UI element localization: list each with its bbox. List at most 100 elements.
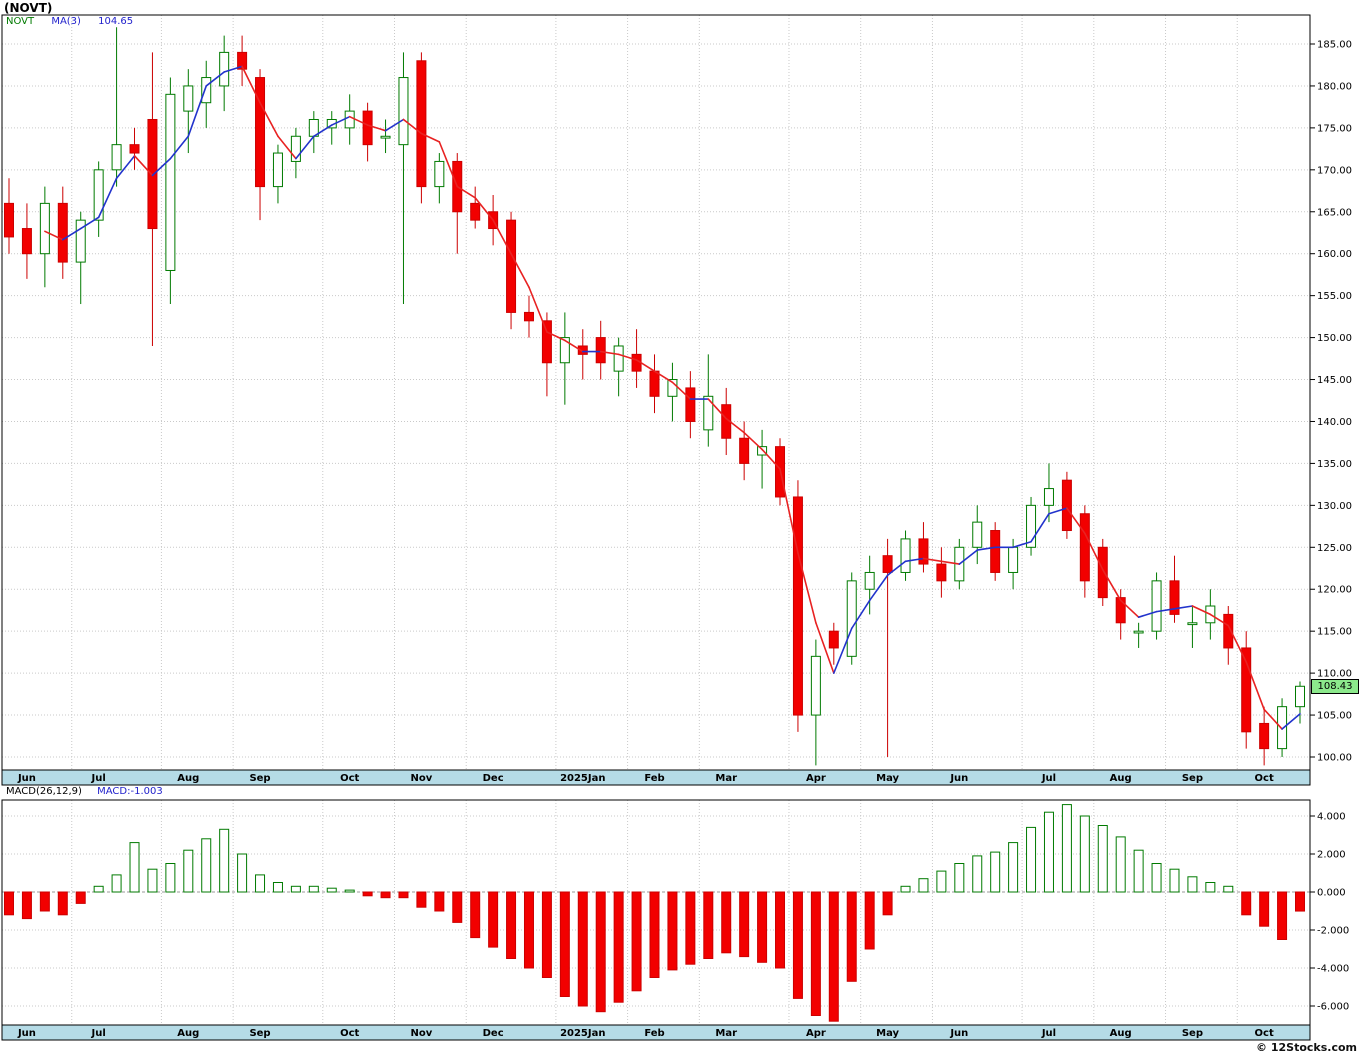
macd-bar — [506, 891, 517, 959]
symbol-label: NOVT — [6, 16, 35, 27]
candle — [918, 538, 929, 565]
candle — [470, 202, 481, 221]
candle — [613, 345, 624, 372]
macd-bar — [416, 891, 427, 908]
macd-bar — [380, 891, 391, 899]
candle — [416, 60, 427, 188]
macd-bar — [1205, 882, 1216, 893]
month-label: Aug — [177, 1028, 199, 1039]
macd-axis-label: 0.000 — [1317, 888, 1346, 899]
candle — [1259, 722, 1270, 750]
macd-bar — [1026, 826, 1037, 893]
price-axis-label: 185.00 — [1317, 40, 1352, 51]
price-axis-label: 180.00 — [1317, 81, 1352, 92]
macd-bar — [631, 891, 642, 992]
macd-bar — [1187, 876, 1198, 893]
macd-bar — [165, 863, 176, 893]
macd-bar — [685, 891, 696, 965]
candle — [1151, 580, 1162, 632]
price-axis-label: 110.00 — [1317, 669, 1352, 680]
candle — [255, 77, 266, 188]
candle — [1026, 504, 1037, 548]
price-axis-label: 135.00 — [1317, 459, 1352, 470]
price-axis-label: 165.00 — [1317, 207, 1352, 218]
month-label: Jul — [1041, 773, 1056, 784]
macd-bar — [990, 851, 1001, 893]
price-axis-label: 100.00 — [1317, 753, 1352, 764]
month-label: Feb — [644, 1028, 664, 1039]
macd-bar — [1169, 868, 1180, 893]
month-label: Jun — [17, 773, 36, 784]
macd-bar — [1151, 863, 1162, 893]
price-axis-label: 120.00 — [1317, 585, 1352, 596]
macd-bar — [272, 882, 283, 893]
candle — [1169, 580, 1180, 615]
candle — [864, 571, 875, 590]
candle — [577, 345, 588, 355]
macd-bar — [470, 891, 481, 939]
candle — [1223, 613, 1234, 649]
macd-bar — [739, 891, 750, 958]
candle — [165, 93, 176, 271]
macd-bar — [1097, 825, 1108, 893]
month-label: Sep — [1182, 773, 1203, 784]
price-axis-label: 140.00 — [1317, 417, 1352, 428]
candle — [434, 160, 445, 188]
month-label: May — [876, 1028, 899, 1039]
candle — [828, 630, 839, 649]
macd-bar — [129, 842, 140, 893]
candle — [344, 110, 355, 129]
candle — [272, 152, 283, 188]
macd-bar — [111, 874, 122, 893]
candle — [4, 202, 14, 238]
macd-bar — [308, 885, 319, 893]
ma-line — [44, 65, 1301, 730]
axis-labels: 185.00 180.00 175.00 170.00 165.00 160.00 155.… — [17, 40, 1352, 1040]
candle — [39, 202, 50, 255]
price-axis-label: 175.00 — [1317, 123, 1352, 134]
month-label: Apr — [806, 773, 826, 784]
macd-bar — [667, 891, 678, 971]
candle — [523, 311, 534, 322]
candle — [21, 228, 32, 255]
page-title: (NOVT) — [4, 1, 53, 15]
macd-bar — [93, 885, 104, 893]
month-label: Sep — [1182, 1028, 1203, 1039]
candle — [1115, 597, 1126, 624]
price-axis-label: 160.00 — [1317, 249, 1352, 260]
axis-bands — [1, 14, 1311, 1041]
candle — [1295, 685, 1305, 708]
price-axis-label: 130.00 — [1317, 501, 1352, 512]
macd-bar — [523, 891, 534, 969]
price-axis-label: 170.00 — [1317, 165, 1352, 176]
candle — [1277, 706, 1288, 750]
candle — [1097, 546, 1108, 599]
candle — [936, 563, 947, 582]
month-label: Nov — [411, 773, 433, 784]
month-label: Dec — [483, 773, 504, 784]
copyright: © 12Stocks.com — [1256, 1041, 1357, 1054]
candle — [219, 51, 230, 87]
macd-bar — [882, 891, 893, 916]
macd-bar — [344, 889, 355, 893]
macd-bar — [452, 891, 463, 923]
candle — [398, 77, 409, 146]
macd-bar — [1115, 836, 1126, 893]
macd-bar — [147, 868, 158, 893]
macd-bar — [57, 891, 68, 916]
candle — [1133, 630, 1144, 634]
candle — [362, 110, 373, 146]
macd-bar — [219, 828, 230, 893]
macd-legend: MACD(26,12,9) MACD:-1.003 — [6, 786, 175, 797]
macd-bar — [290, 885, 301, 893]
grid-lines — [2, 15, 1310, 1025]
month-label: Sep — [249, 1028, 270, 1039]
macd-bar — [828, 891, 839, 1022]
month-label: Oct — [1255, 773, 1274, 784]
macd-bar — [721, 891, 732, 954]
candle — [1241, 647, 1252, 733]
candle — [57, 202, 68, 263]
month-label: Aug — [1110, 773, 1132, 784]
